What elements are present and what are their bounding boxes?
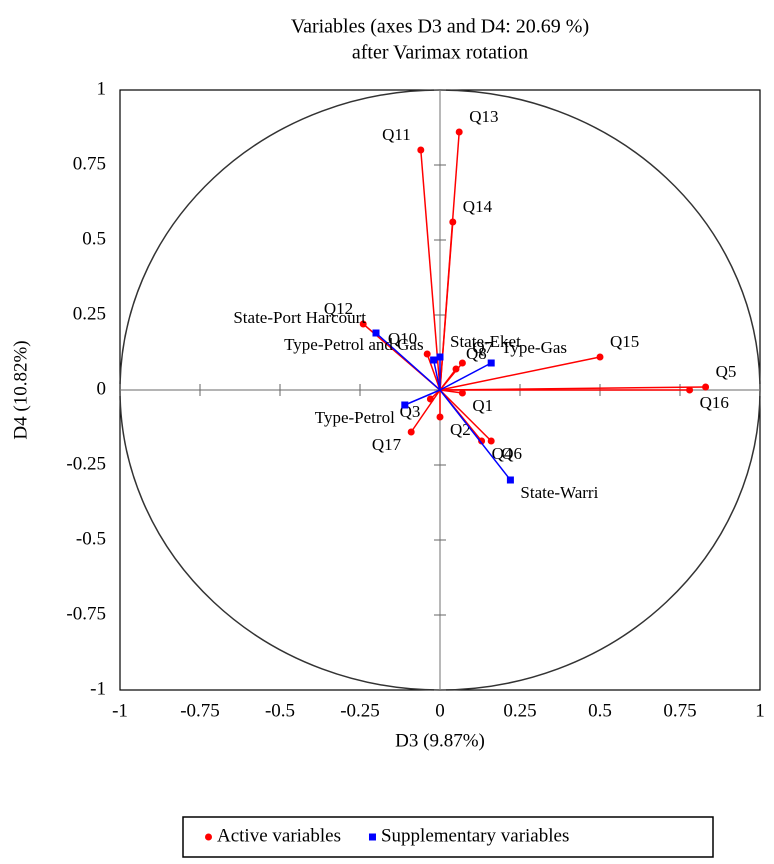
point-label: Q16 [700,393,729,412]
point [449,218,457,226]
y-tick-label: 0.75 [73,153,106,174]
y-tick-label: 1 [97,78,107,99]
point [702,383,710,391]
point-label: Q14 [463,197,493,216]
y-tick-label: 0 [97,378,107,399]
x-tick-label: -0.25 [340,700,380,721]
y-tick-label: -0.25 [66,453,106,474]
point [407,428,415,436]
point [458,359,466,367]
x-axis-label: D3 (9.87%) [395,730,485,751]
vector [410,389,441,433]
x-tick-label: -1 [112,700,128,721]
y-tick-label: -1 [90,678,106,699]
y-axis-label: D4 (10.82%) [10,340,31,439]
point-label: Q15 [610,332,639,351]
point-label: Q17 [372,435,402,454]
vector [439,389,463,394]
point [359,320,367,328]
point-label: Q10 [388,329,417,348]
y-tick-label: 0.5 [82,228,106,249]
x-tick-label: -0.75 [180,700,220,721]
x-tick-label: 0.25 [503,700,536,721]
x-tick-label: 1 [755,700,765,721]
point [401,401,409,409]
point [372,329,380,337]
vector [439,368,457,391]
point [487,437,495,445]
point-label: Type-Petrol [315,408,395,427]
point-label: State-Eket [450,332,521,351]
x-tick-label: -0.5 [265,700,295,721]
legend-label: Supplementary variables [381,825,569,846]
chart-title: Variables (axes D3 and D4: 20.69 %) [291,16,589,38]
vector [404,389,441,406]
x-tick-label: 0 [435,700,445,721]
point [436,353,444,361]
point [430,356,438,364]
vector [375,332,441,391]
x-tick-label: 0.5 [588,700,612,721]
point-label: Q12 [324,299,353,318]
point-label: Q8 [466,344,487,363]
point-label: Q6 [501,444,522,463]
vector [439,362,492,391]
y-tick-label: -0.5 [76,528,106,549]
vector [432,359,441,391]
point [455,128,463,136]
vector [426,353,441,391]
point-label: Q2 [450,420,471,439]
legend-marker [205,833,212,841]
point [506,476,514,484]
point-label: Q5 [716,362,737,381]
point [423,350,431,358]
point-label: State-Port Harcourt [233,308,366,327]
point [452,365,460,373]
y-tick-label: -0.75 [66,603,106,624]
point [686,386,694,394]
x-tick-label: 0.75 [663,700,696,721]
point [596,353,604,361]
point-label: State-Warri [520,483,598,502]
point [436,413,444,421]
vector [439,221,454,391]
point-label: Q13 [469,107,498,126]
point-label: Q1 [472,396,493,415]
point-label: Type-Gas [501,338,567,357]
point-label: Q11 [382,125,411,144]
y-tick-label: 0.25 [73,303,106,324]
point [417,146,425,154]
point [478,437,486,445]
point [487,359,495,367]
vector [439,356,601,391]
vector [439,389,492,442]
legend-marker [368,833,376,841]
legend-box [182,816,714,858]
vector [420,149,441,391]
point-label: Q7 [472,338,493,357]
legend-label: Active variables [217,825,341,846]
point [458,389,466,397]
point-label: Q4 [492,444,513,463]
chart-subtitle: after Varimax rotation [352,42,528,64]
point-label: Type-Petrol and Gas [284,335,424,354]
vector [439,389,511,481]
